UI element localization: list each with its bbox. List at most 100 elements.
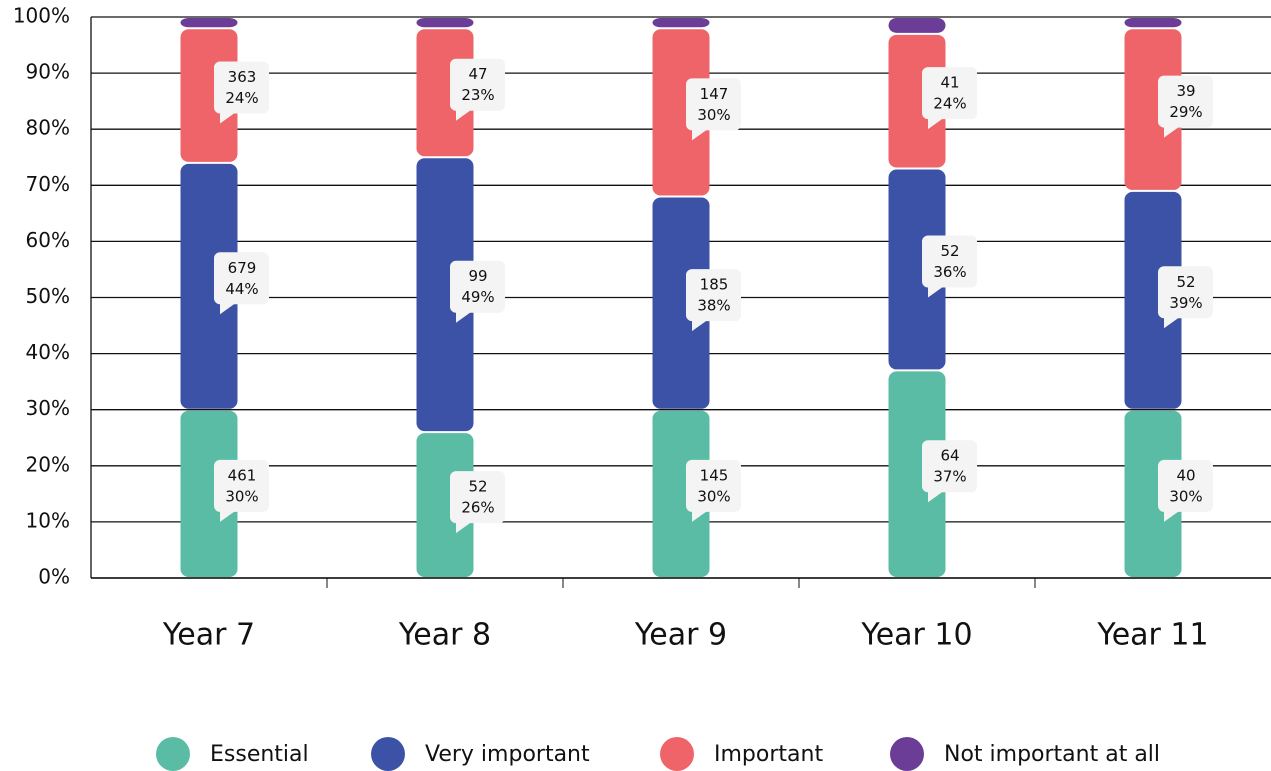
count-label: 64: [940, 447, 959, 465]
bar-segment: [416, 158, 474, 432]
y-tick-label: 40%: [26, 340, 70, 364]
value-label: 30%: [697, 487, 730, 505]
count-label: 52: [1176, 273, 1195, 291]
value-label: 24%: [933, 95, 966, 113]
value-label: 23%: [461, 86, 494, 104]
bar-segment: [652, 197, 710, 409]
legend-label: Important: [714, 742, 823, 767]
legend-label: Essential: [210, 742, 309, 767]
legend-marker: [660, 737, 694, 771]
x-tick-label: Year 9: [634, 618, 727, 653]
y-tick-label: 60%: [26, 228, 70, 252]
x-tick-label: Year 7: [162, 618, 255, 653]
callout-box: [1158, 459, 1213, 522]
count-label: 40: [1176, 466, 1195, 484]
y-tick-label: 20%: [26, 452, 70, 476]
count-label: 52: [940, 242, 959, 260]
count-label: 39: [1176, 82, 1195, 100]
legend-label: Not important at all: [944, 742, 1160, 767]
value-label: 44%: [225, 280, 258, 298]
value-label: 30%: [1169, 487, 1202, 505]
value-label: 38%: [697, 297, 730, 315]
value-label: 30%: [697, 106, 730, 124]
count-label: 47: [468, 65, 487, 83]
callout-box: [214, 252, 269, 315]
y-tick-label: 80%: [26, 116, 70, 140]
count-label: 99: [468, 267, 487, 285]
value-label: 24%: [225, 89, 258, 107]
callout-box: [922, 235, 978, 298]
x-tick-label: Year 10: [860, 618, 972, 653]
bar-segment: [180, 163, 238, 409]
count-label: 145: [700, 466, 729, 484]
bar-segment: [652, 18, 710, 28]
callout-box: [214, 459, 269, 522]
callout-box: [686, 459, 741, 522]
legend-marker: [371, 737, 405, 771]
value-label: 49%: [461, 288, 494, 306]
y-tick-label: 100%: [13, 4, 70, 28]
count-label: 461: [228, 466, 257, 484]
value-label: 30%: [225, 487, 258, 505]
x-tick-label: Year 8: [398, 618, 491, 653]
bar-segment: [1124, 29, 1182, 190]
callout-box: [686, 78, 741, 141]
callout-box: [686, 269, 741, 332]
y-tick-label: 0%: [38, 565, 70, 589]
count-label: 52: [468, 478, 487, 496]
bar-segment: [652, 410, 710, 577]
callout-box: [922, 67, 978, 130]
value-label: 26%: [461, 499, 494, 517]
value-label: 29%: [1169, 103, 1202, 121]
y-tick-label: 70%: [26, 172, 70, 196]
bar-segment: [1124, 410, 1182, 577]
legend-label: Very important: [425, 742, 590, 767]
bar-segment: [180, 18, 238, 28]
y-tick-label: 50%: [26, 284, 70, 308]
count-label: 185: [700, 276, 729, 294]
legend-marker: [890, 737, 924, 771]
bar-segment: [888, 371, 946, 577]
callout-box: [450, 260, 505, 323]
callout-box: [450, 471, 505, 534]
y-tick-label: 30%: [26, 396, 70, 420]
value-label: 36%: [933, 263, 966, 281]
bar-segment: [888, 169, 946, 370]
legend-marker: [156, 737, 190, 771]
callout-box: [450, 58, 505, 121]
y-tick-label: 10%: [26, 508, 70, 532]
value-label: 39%: [1169, 294, 1202, 312]
bar-segment: [888, 18, 946, 33]
x-tick-label: Year 11: [1096, 618, 1208, 653]
count-label: 679: [228, 259, 257, 277]
value-label: 37%: [933, 468, 966, 486]
bar-segment: [652, 29, 710, 196]
bar-segment: [180, 410, 238, 577]
count-label: 41: [940, 74, 959, 92]
callout-box: [1158, 75, 1213, 138]
callout-box: [214, 61, 269, 124]
bar-segment: [416, 18, 474, 28]
bar-segment: [416, 433, 474, 577]
y-tick-label: 90%: [26, 60, 70, 84]
callout-box: [922, 440, 978, 503]
callout-box: [1158, 266, 1213, 329]
count-label: 363: [228, 68, 257, 86]
bar-segment: [1124, 191, 1182, 409]
bar-segment: [1124, 18, 1182, 28]
